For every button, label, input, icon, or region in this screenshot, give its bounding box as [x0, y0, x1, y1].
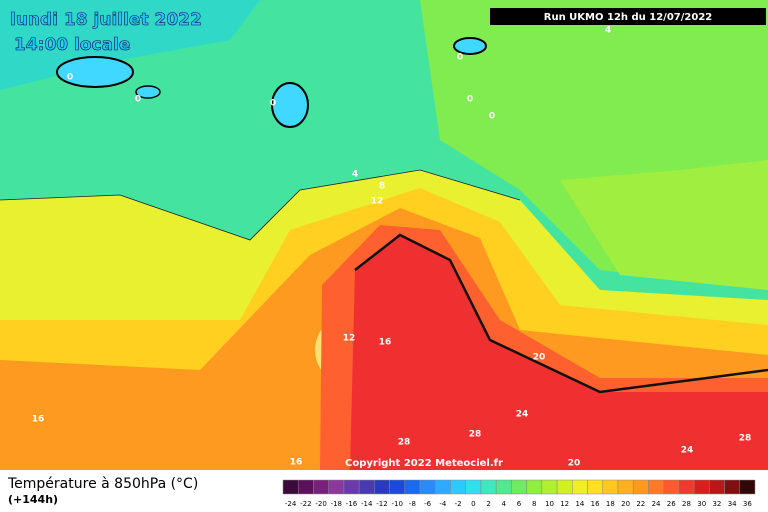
contour-label: 0	[270, 99, 276, 109]
colorbar-swatch	[435, 479, 451, 495]
contour-label: 4	[605, 26, 611, 36]
colorbar-swatch	[572, 479, 588, 495]
colorbar-label: 30	[697, 500, 706, 508]
colorbar-label: 14	[575, 500, 584, 508]
map-title: lundi 18 juillet 2022	[10, 10, 202, 30]
contour-label: 12	[371, 197, 384, 207]
contour-label: 16	[379, 338, 392, 348]
colorbar-swatch	[663, 479, 680, 495]
contour-label: 16	[290, 458, 303, 468]
colorbar-swatch	[602, 479, 619, 495]
contour-label: 20	[568, 459, 581, 469]
colorbar-label: -14	[361, 500, 373, 508]
contour-label: 0	[67, 73, 73, 83]
colorbar-label: -22	[300, 500, 311, 508]
colorbar-swatch	[450, 479, 466, 495]
map-fields	[0, 0, 768, 470]
colorbar-swatch	[419, 479, 436, 495]
contour-label: 16	[32, 415, 45, 425]
contour-label: 24	[516, 410, 529, 420]
colorbar-label: 16	[591, 500, 600, 508]
run-box	[490, 8, 766, 25]
colorbar-swatch	[724, 479, 741, 495]
colorbar-swatch	[343, 479, 360, 495]
colorbar-label: 32	[712, 500, 721, 508]
colorbar-label: 36	[743, 500, 752, 508]
contour-label: 0	[467, 95, 473, 105]
contour-labels: 0 0 0 0 0 0 4 4 8 12 12 16 16 16 20 20 24 24 28 28 28	[32, 26, 752, 469]
legend-title: Température à 850hPa (°C)	[7, 476, 198, 492]
colorbar: -24 -22 -20 -18 -16 -14 -12 -10 -8 -6 -4 -2 0 2 4 6 8 10 1…	[282, 479, 756, 508]
colorbar-label: 0	[471, 500, 475, 508]
map-time: 14:00 locale	[14, 35, 130, 55]
colorbar-label: -8	[409, 500, 416, 508]
colorbar-label: 6	[517, 500, 522, 508]
contour-label: 0	[457, 53, 463, 63]
colorbar-swatch	[632, 479, 649, 495]
colorbar-swatch	[297, 479, 314, 495]
colorbar-label: 4	[502, 500, 507, 508]
colorbar-swatch	[526, 479, 543, 495]
colorbar-label: -18	[331, 500, 342, 508]
colorbar-label: -24	[285, 500, 297, 508]
colorbar-label: 2	[486, 500, 490, 508]
contour-label: 24	[681, 446, 694, 456]
colorbar-label: 22	[636, 500, 645, 508]
colorbar-label: 34	[728, 500, 737, 508]
colorbar-swatch	[678, 479, 695, 495]
colorbar-label: -16	[346, 500, 358, 508]
colorbar-swatch	[389, 479, 406, 495]
colorbar-swatch	[709, 479, 725, 495]
colorbar-label: 18	[606, 500, 615, 508]
colorbar-swatch	[511, 479, 527, 495]
legend-lead: (+144h)	[8, 493, 58, 506]
colorbar-swatch	[404, 479, 421, 495]
colorbar-label: 28	[682, 500, 691, 508]
colorbar-label: 20	[621, 500, 630, 508]
copyright: Copyright 2022 Meteociel.fr	[345, 458, 503, 469]
colorbar-swatch	[617, 479, 634, 495]
colorbar-swatch	[480, 479, 497, 495]
colorbar-label: -2	[455, 500, 462, 508]
colorbar-label: 10	[545, 500, 554, 508]
colorbar-swatch	[313, 479, 329, 495]
contour-label: 20	[533, 353, 546, 363]
colorbar-label: 26	[667, 500, 676, 508]
colorbar-swatch	[282, 479, 299, 495]
colorbar-swatch	[587, 479, 603, 495]
contour-label: 28	[739, 434, 752, 444]
colorbar-swatch	[693, 479, 710, 495]
colorbar-label: 24	[652, 500, 661, 508]
colorbar-label: 12	[560, 500, 569, 508]
colorbar-label: -12	[376, 500, 387, 508]
colorbar-swatch	[556, 479, 573, 495]
colorbar-swatch	[374, 479, 390, 495]
colorbar-label: 8	[532, 500, 536, 508]
colorbar-swatch	[465, 479, 482, 495]
colorbar-label: -20	[315, 500, 326, 508]
run-label: Run UKMO 12h du 12/07/2022	[544, 12, 713, 23]
contour-label: 12	[343, 334, 356, 344]
colorbar-label: -6	[424, 500, 432, 508]
contour-label: 28	[398, 438, 411, 448]
colorbar-swatch	[358, 479, 375, 495]
contour-label: 4	[352, 170, 358, 180]
colorbar-swatch	[495, 479, 512, 495]
colorbar-swatch	[328, 479, 345, 495]
contour-label: 0	[489, 112, 495, 122]
colorbar-swatch	[648, 479, 664, 495]
contour-label: 8	[379, 182, 385, 192]
colorbar-label: -4	[439, 500, 447, 508]
contour-label: 28	[469, 430, 482, 440]
colorbar-label: -10	[391, 500, 402, 508]
colorbar-swatch	[541, 479, 558, 495]
contour-label: 0	[135, 95, 141, 105]
colorbar-swatch	[739, 479, 756, 495]
